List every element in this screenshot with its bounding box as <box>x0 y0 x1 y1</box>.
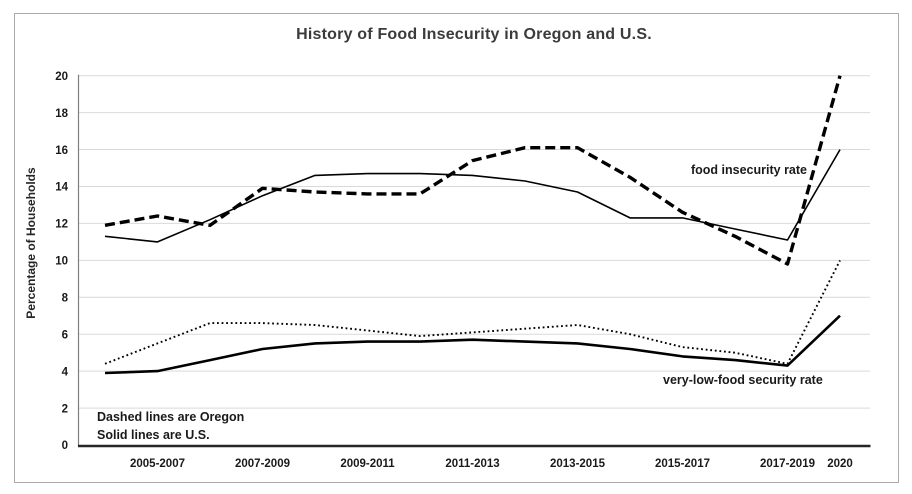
x-tick-label: 2013-2015 <box>550 458 606 470</box>
y-axis-title: Percentage of Households <box>24 167 38 319</box>
annotation-very-low-food-security-rate: very-low-food security rate <box>663 373 823 387</box>
x-tick-label: 2009-2011 <box>340 458 395 470</box>
series-oregon-food-insecurity-line <box>104 75 842 266</box>
y-tick-label: 4 <box>62 366 69 378</box>
x-tick-label: 2015-2017 <box>655 458 710 470</box>
x-tick-label: 2007-2009 <box>235 458 290 470</box>
series-us-very-low-food-security-line <box>104 314 841 375</box>
legend-note-dashed-oregon: Dashed lines are Oregon <box>97 410 245 424</box>
y-tick-label: 0 <box>62 440 68 452</box>
y-tick-label: 20 <box>55 71 68 83</box>
y-tick-label: 18 <box>55 108 68 120</box>
legend-note-solid-us: Solid lines are U.S. <box>97 428 210 442</box>
y-tick-label: 2 <box>62 403 68 415</box>
x-tick-label: 2017-2019 <box>760 458 815 470</box>
annotation-food-insecurity-rate: food insecurity rate <box>691 163 807 177</box>
y-tick-label: 10 <box>55 256 68 268</box>
x-tick-label: 2020 <box>827 458 853 470</box>
y-tick-label: 14 <box>55 182 68 194</box>
y-tick-label: 16 <box>55 145 68 157</box>
y-tick-label: 12 <box>55 219 68 231</box>
series-us-food-insecurity-line <box>104 149 841 243</box>
x-tick-label: 2011-2013 <box>445 458 499 470</box>
series-oregon-very-low-food-security-line <box>104 259 841 365</box>
y-tick-label: 8 <box>62 292 69 304</box>
y-tick-label: 6 <box>62 329 68 341</box>
x-tick-label: 2005-2007 <box>130 458 185 470</box>
chart-title: History of Food Insecurity in Oregon and… <box>296 26 652 43</box>
